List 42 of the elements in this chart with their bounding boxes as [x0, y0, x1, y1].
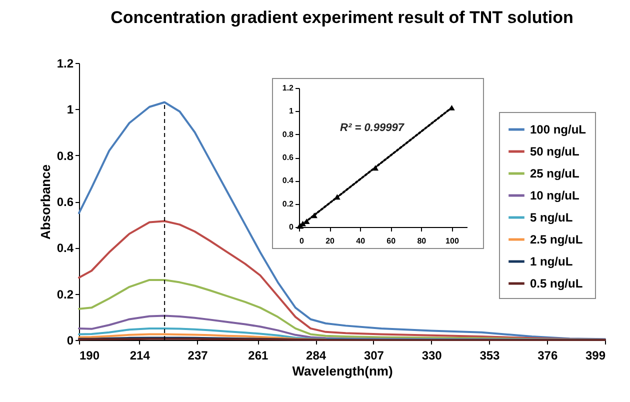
x-tick-label: 307	[364, 348, 384, 362]
y-tick-label: 0.4	[282, 176, 294, 186]
legend-label: 10 ng/uL	[530, 188, 580, 202]
legend-label: 50 ng/uL	[530, 144, 580, 158]
legend-label: 0.5 ng/uL	[530, 276, 583, 290]
y-tick-label: 0	[289, 222, 294, 232]
y-tick-label: 0.2	[282, 199, 294, 208]
y-tick-label: 0.8	[56, 148, 74, 163]
x-tick-label: 60	[386, 236, 396, 246]
y-tick-label: 1.2	[282, 84, 294, 92]
x-tick-label: 399	[585, 348, 606, 362]
x-tick-label: 20	[326, 236, 336, 246]
y-tick-label: 0.6	[56, 195, 74, 209]
y-axis-title: Absorbance	[38, 164, 53, 240]
legend-label: 1 ng/uL	[530, 254, 573, 268]
x-tick-label: 0	[300, 236, 304, 246]
legend-label: 2.5 ng/uL	[530, 232, 583, 246]
x-tick-label: 100	[446, 236, 460, 246]
x-axis-title: Wavelength(nm)	[292, 364, 393, 378]
x-tick-label: 284	[306, 348, 326, 362]
x-tick-label: 40	[356, 236, 366, 246]
legend-label: 25 ng/uL	[530, 166, 580, 180]
x-tick-label: 80	[417, 236, 427, 246]
x-tick-label: 353	[480, 348, 500, 362]
x-tick-label: 237	[188, 348, 208, 362]
x-tick-label: 190	[80, 348, 100, 362]
y-tick-label: 0.4	[56, 241, 74, 256]
chart-title: Concentration gradient experiment result of TNT solution	[110, 8, 574, 27]
annotation: R² = 0.99997	[340, 122, 405, 134]
y-tick-label: 0	[66, 334, 74, 348]
y-tick-label: 0.6	[282, 153, 294, 162]
x-tick-label: 330	[422, 348, 442, 362]
y-tick-label: 1	[289, 106, 294, 116]
legend-label: 100 ng/uL	[530, 122, 586, 136]
y-tick-label: 0.2	[56, 287, 74, 302]
y-tick-label: 0.8	[282, 130, 294, 139]
x-tick-label: 214	[130, 348, 150, 362]
y-tick-label: 1	[66, 102, 74, 117]
legend-label: 5 ng/uL	[530, 210, 573, 224]
x-tick-label: 376	[538, 348, 558, 362]
y-tick-label: 1.2	[56, 56, 74, 70]
x-tick-label: 261	[248, 348, 269, 362]
